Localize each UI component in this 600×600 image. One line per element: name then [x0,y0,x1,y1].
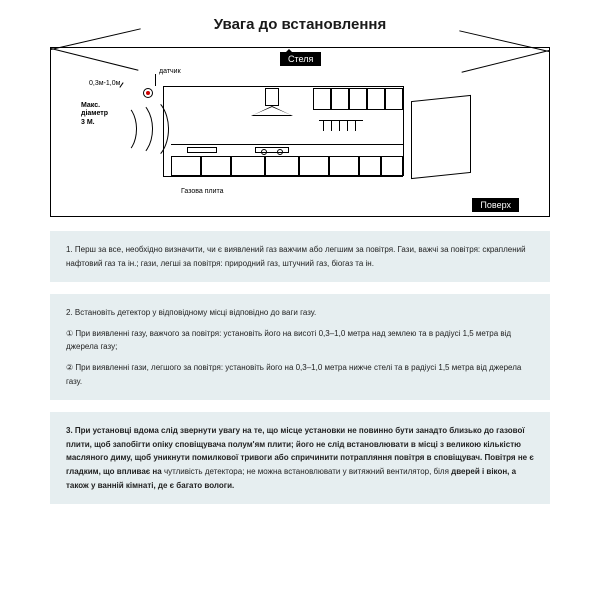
height-range-text: 0,3м-1,0м [89,80,120,88]
upper-cabinet [349,88,367,110]
page-title: Увага до встановлення [50,16,550,33]
utensil-rack [319,120,363,121]
info2-p1: 2. Встановіть детектор у відповідному мі… [66,306,534,320]
info1-p1: 1. Перш за все, необхідно визначити, чи … [66,243,534,270]
lower-cabinet [201,156,231,176]
stove-text: Газова плита [181,188,224,196]
info2-p2: ① При виявленні газу, важчого за повітря… [66,327,534,354]
tall-unit [411,95,471,179]
info3-p1: 3. При установці вдома слід звернути ува… [66,424,534,492]
page-container: Увага до встановлення Стеля Поверх датчи… [0,0,600,504]
counter [171,144,403,145]
persp-line [51,51,52,52]
wall-line [163,86,403,87]
sensor-leader [155,74,156,86]
max-l1: Макс. [81,102,100,109]
lower-cabinet [381,156,403,176]
stove-icon [255,147,289,153]
info3-norm: чутливість детектора; не можна встановлю… [164,467,449,476]
hood-icon [251,106,293,116]
utensil [355,121,356,131]
max-l3: 3 М. [81,119,95,126]
info-box-1: 1. Перш за все, необхідно визначити, чи … [50,231,550,282]
installation-diagram: Стеля Поверх датчик 0,3м-1,0м Макс. діам… [50,47,550,217]
lower-cabinet [299,156,329,176]
sink-icon [187,147,217,153]
hood-duct [265,88,279,106]
max-l2: діаметр [81,110,108,117]
lower-cabinet [329,156,359,176]
upper-cabinet [367,88,385,110]
wall-line [403,86,404,176]
sensor-text: датчик [159,68,181,76]
range-arc [123,96,169,162]
utensil [331,121,332,131]
wall-line [163,176,403,177]
utensil [347,121,348,131]
utensil [323,121,324,131]
utensil [339,121,340,131]
ceiling-label: Стеля [280,52,321,66]
lower-cabinet [265,156,299,176]
lower-cabinet [359,156,381,176]
info2-p3: ② При виявленні гази, легшого за повітря… [66,361,534,388]
floor-label: Поверх [472,198,519,212]
lower-cabinet [231,156,265,176]
upper-cabinet [385,88,403,110]
info-box-3: 3. При установці вдома слід звернути ува… [50,412,550,504]
max-diameter-text: Макс. діаметр 3 М. [81,102,108,127]
upper-cabinet [313,88,331,110]
info-box-2: 2. Встановіть детектор у відповідному мі… [50,294,550,400]
lower-cabinet [171,156,201,176]
upper-cabinet [331,88,349,110]
